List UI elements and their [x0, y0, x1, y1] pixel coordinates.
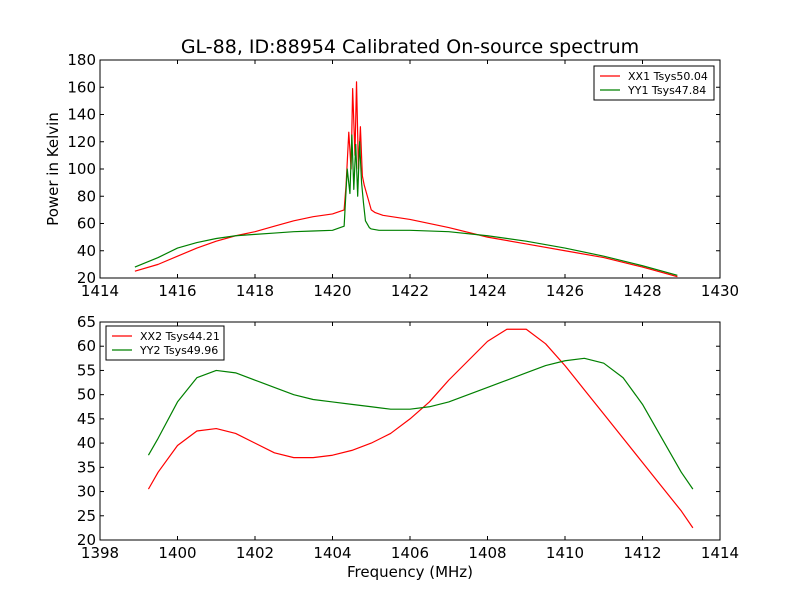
x-tick-label: 1420: [313, 282, 351, 300]
bottom-panel: 1398 1400 1402 1404 1406 1408 1410 1412 1414 20 25…: [77, 313, 739, 581]
x-tick-label: 1402: [236, 544, 274, 562]
x-axis-label: Frequency (MHz): [347, 563, 473, 581]
x-tick-label: 1398: [81, 544, 119, 562]
x-tick-label: 1430: [701, 282, 739, 300]
y-tick-label: 180: [67, 51, 96, 69]
series-line-xx2: [147, 328, 694, 529]
legend-entry: XX1 Tsys50.04: [628, 70, 708, 83]
x-tick-label: 1412: [623, 544, 661, 562]
y-axis-label: Power in Kelvin: [44, 112, 62, 226]
y-tick-label: 160: [67, 78, 96, 96]
y-tick-label: 20: [77, 531, 96, 549]
x-tick-label: 1404: [313, 544, 351, 562]
x-tick-label: 1422: [391, 282, 429, 300]
top-panel: 1414 1416 1418 1420 1422 1424 1426 1428 1430 20 40…: [44, 51, 739, 300]
y-tick-label: 30: [77, 483, 96, 501]
series-line-xx1: [134, 81, 678, 278]
y-tick-label: 140: [67, 106, 96, 124]
y-tick-label: 20: [77, 269, 96, 287]
x-tick-label: 1416: [158, 282, 196, 300]
legend-box: [593, 65, 715, 101]
x-tick-label: 1406: [391, 544, 429, 562]
x-tick-label: 1426: [546, 282, 584, 300]
x-tick-label: 1408: [468, 544, 506, 562]
y-tick-label: 35: [77, 458, 96, 476]
x-tick-label: 1428: [623, 282, 661, 300]
legend-entry: XX2 Tsys44.21: [140, 330, 220, 343]
x-tick-label: 1418: [236, 282, 274, 300]
y-tick-label: 50: [77, 386, 96, 404]
legend-box: [105, 325, 225, 361]
y-tick-label: 120: [67, 133, 96, 151]
y-tick-label: 80: [77, 187, 96, 205]
legend-entry: YY1 Tsys47.84: [627, 84, 706, 97]
series-line-yy2: [147, 357, 694, 490]
y-tick-label: 25: [77, 507, 96, 525]
x-tick-label: 1400: [158, 544, 196, 562]
series-line-yy1: [134, 134, 678, 276]
x-tick-label: 1414: [81, 282, 119, 300]
y-tick-label: 65: [77, 313, 96, 331]
x-tick-label: 1414: [701, 544, 739, 562]
legend-entry: YY2 Tsys49.96: [139, 344, 218, 357]
y-tick-label: 100: [67, 160, 96, 178]
y-tick-label: 60: [77, 215, 96, 233]
figure-title: GL-88, ID:88954 Calibrated On-source spe…: [181, 36, 639, 58]
y-tick-label: 55: [77, 361, 96, 379]
y-tick-label: 60: [77, 337, 96, 355]
y-tick-label: 40: [77, 242, 96, 260]
x-tick-label: 1424: [468, 282, 506, 300]
x-tick-label: 1410: [546, 544, 584, 562]
y-tick-label: 45: [77, 410, 96, 428]
y-tick-label: 40: [77, 434, 96, 452]
